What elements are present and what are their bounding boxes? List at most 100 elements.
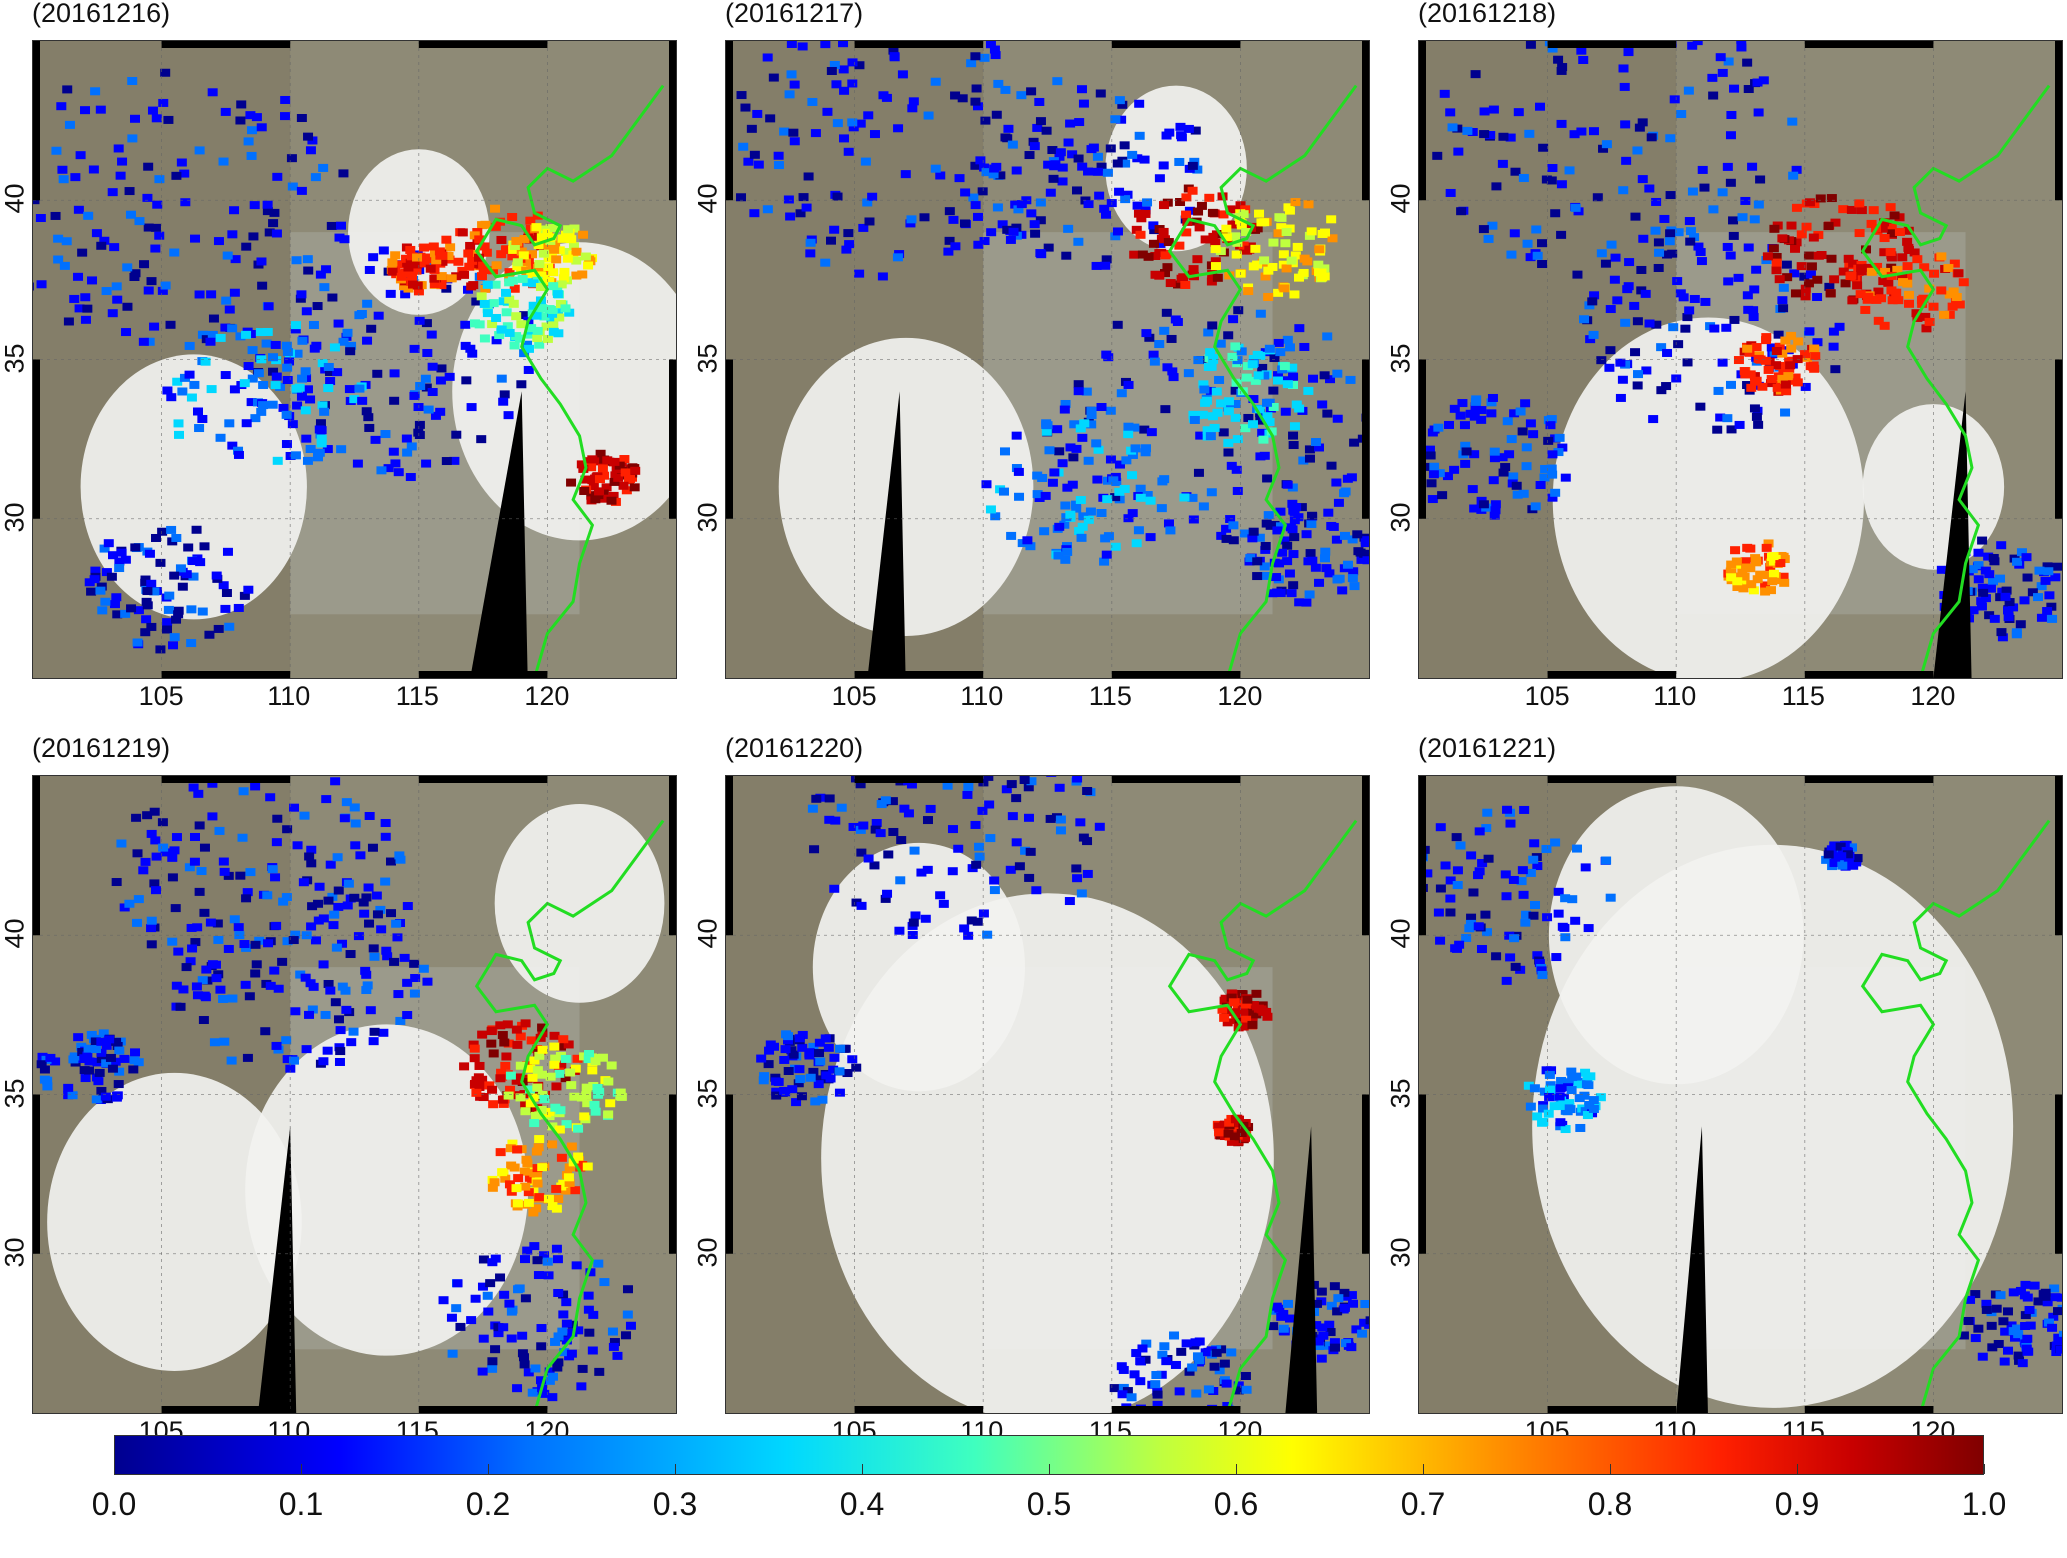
aerosol-pixel: [402, 978, 413, 987]
aerosol-pixel: [583, 1291, 594, 1300]
aerosol-pixel: [368, 944, 379, 953]
aerosol-pixel: [1314, 578, 1325, 587]
aerosol-pixel: [564, 1163, 575, 1172]
aerosol-pixel: [1345, 375, 1356, 384]
aerosol-pixel: [1784, 356, 1795, 365]
latitude-tick-label: 35: [0, 342, 30, 374]
aerosol-pixel: [1059, 405, 1070, 414]
aerosol-pixel: [1917, 299, 1928, 308]
aerosol-pixel: [1451, 833, 1462, 842]
aerosol-pixel: [1112, 159, 1123, 168]
aerosol-pixel: [1555, 1084, 1566, 1093]
aerosol-pixel: [1501, 892, 1512, 901]
aerosol-pixel: [125, 210, 136, 219]
aerosol-pixel: [1466, 913, 1477, 922]
aerosol-pixel: [1445, 894, 1456, 903]
aerosol-pixel: [108, 551, 119, 560]
aerosol-pixel: [1978, 588, 1989, 597]
aerosol-pixel: [96, 1048, 107, 1057]
aerosol-pixel: [1248, 527, 1259, 536]
aerosol-pixel: [599, 1278, 610, 1287]
aerosol-pixel: [282, 376, 293, 385]
aerosol-pixel: [583, 1305, 594, 1314]
aerosol-pixel: [1953, 269, 1964, 278]
longitude-tick-label: 120: [524, 681, 570, 711]
aerosol-pixel: [1200, 1348, 1211, 1357]
aerosol-pixel: [584, 1050, 595, 1059]
aerosol-pixel: [532, 326, 543, 335]
aerosol-pixel: [1537, 260, 1548, 269]
aerosol-pixel: [234, 931, 245, 940]
aerosol-pixel: [469, 231, 480, 240]
aerosol-pixel: [270, 381, 281, 390]
aerosol-pixel: [1118, 1365, 1129, 1374]
aerosol-pixel: [586, 463, 597, 472]
aerosol-pixel: [1539, 473, 1550, 482]
aerosol-pixel: [511, 1076, 522, 1085]
aerosol-pixel: [413, 287, 424, 296]
aerosol-pixel: [1000, 85, 1011, 94]
aerosol-pixel: [329, 343, 340, 352]
aerosol-pixel: [1299, 254, 1310, 263]
aerosol-pixel: [1047, 146, 1058, 155]
aerosol-pixel: [1332, 369, 1343, 378]
aerosol-pixel: [1532, 251, 1543, 260]
aerosol-pixel: [155, 645, 166, 654]
aerosol-pixel: [407, 280, 418, 289]
aerosol-pixel: [63, 317, 74, 326]
aerosol-pixel: [1317, 1323, 1328, 1332]
aerosol-pixel: [1830, 365, 1841, 374]
aerosol-pixel: [1241, 373, 1252, 382]
aerosol-pixel: [554, 313, 565, 322]
aerosol-pixel: [116, 839, 127, 848]
aerosol-pixel: [906, 215, 917, 224]
aerosol-pixel: [612, 1351, 623, 1360]
aerosol-pixel: [1228, 536, 1239, 545]
aerosol-pixel: [506, 1161, 517, 1170]
aerosol-pixel: [1151, 1371, 1162, 1380]
aerosol-pixel: [864, 217, 875, 226]
aerosol-pixel: [306, 859, 317, 868]
aerosol-pixel: [1715, 413, 1726, 422]
aerosol-pixel: [1738, 584, 1749, 593]
aerosol-pixel: [1135, 484, 1146, 493]
aerosol-pixel: [258, 401, 269, 410]
aerosol-pixel: [1924, 284, 1935, 293]
aerosol-pixel: [1771, 346, 1782, 355]
aerosol-pixel: [1634, 123, 1645, 132]
aerosol-pixel: [1429, 462, 1440, 471]
aerosol-pixel: [554, 1125, 565, 1134]
map-imagery: [726, 41, 1369, 678]
aerosol-pixel: [740, 103, 751, 112]
aerosol-pixel: [908, 97, 919, 106]
aerosol-pixel: [736, 91, 747, 100]
aerosol-pixel: [1275, 522, 1286, 531]
aerosol-pixel: [1570, 203, 1581, 212]
aerosol-pixel: [1269, 354, 1280, 363]
aerosol-pixel: [119, 1054, 130, 1063]
aerosol-pixel: [1333, 1294, 1344, 1303]
aerosol-pixel: [253, 369, 264, 378]
aerosol-pixel: [1761, 336, 1772, 345]
aerosol-pixel: [506, 1307, 517, 1316]
aerosol-pixel: [1101, 350, 1112, 359]
aerosol-pixel: [1215, 247, 1226, 256]
aerosol-pixel: [1252, 350, 1263, 359]
aerosol-pixel: [1457, 399, 1468, 408]
aerosol-pixel: [385, 857, 396, 866]
aerosol-pixel: [314, 425, 325, 434]
aerosol-pixel: [1254, 533, 1265, 542]
aerosol-pixel: [157, 527, 168, 536]
aerosol-pixel: [287, 182, 298, 191]
aerosol-pixel: [787, 1085, 798, 1094]
aerosol-pixel: [1026, 87, 1037, 96]
aerosol-pixel: [948, 215, 959, 224]
aerosol-pixel: [1648, 415, 1659, 424]
aerosol-pixel: [832, 192, 843, 201]
aerosol-pixel: [1166, 334, 1177, 343]
aerosol-pixel: [1810, 352, 1821, 361]
aerosol-pixel: [1529, 1084, 1540, 1093]
aerosol-pixel: [1262, 474, 1273, 483]
aerosol-pixel: [281, 410, 292, 419]
aerosol-pixel: [491, 336, 502, 345]
